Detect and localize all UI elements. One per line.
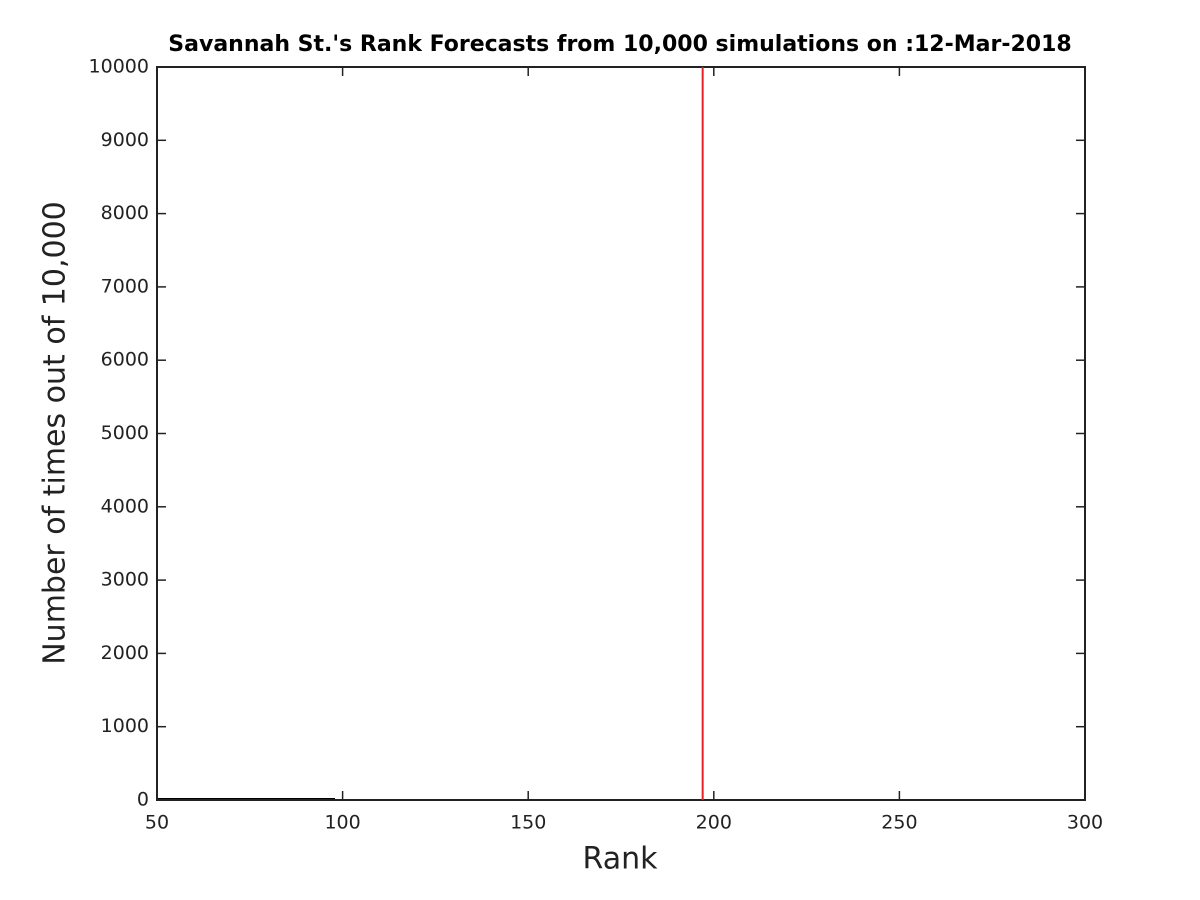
plot-frame bbox=[156, 66, 1086, 801]
y-tick-label: 10000 bbox=[89, 56, 149, 78]
y-tick-label: 9000 bbox=[101, 129, 149, 151]
x-tick-label: 50 bbox=[145, 812, 169, 834]
y-tick-label: 0 bbox=[137, 789, 149, 811]
y-tick-label: 4000 bbox=[101, 495, 149, 517]
y-tick-label: 8000 bbox=[101, 202, 149, 224]
chart-title: Savannah St.'s Rank Forecasts from 10,00… bbox=[168, 32, 1071, 57]
bar bbox=[701, 67, 704, 800]
y-tick-label: 2000 bbox=[101, 642, 149, 664]
y-tick-label: 7000 bbox=[101, 275, 149, 297]
y-axis-label: Number of times out of 10,000 bbox=[38, 201, 73, 665]
x-tick-label: 250 bbox=[881, 812, 917, 834]
y-tick-label: 1000 bbox=[101, 715, 149, 737]
x-tick-label: 150 bbox=[510, 812, 546, 834]
x-tick-label: 300 bbox=[1067, 812, 1103, 834]
x-axis-label: Rank bbox=[583, 842, 659, 877]
y-tick-label: 5000 bbox=[101, 422, 149, 444]
y-tick-label: 3000 bbox=[101, 569, 149, 591]
x-tick-label: 100 bbox=[324, 812, 360, 834]
y-tick-label: 6000 bbox=[101, 349, 149, 371]
x-tick-label: 200 bbox=[696, 812, 732, 834]
